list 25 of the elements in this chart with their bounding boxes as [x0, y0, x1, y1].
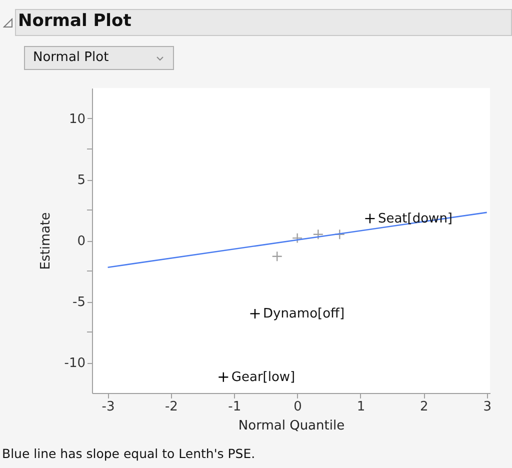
x-tick-label: 1	[356, 400, 366, 414]
x-axis-title: Normal Quantile	[238, 418, 345, 434]
annotation: Seat[down]	[378, 212, 453, 227]
point	[292, 232, 303, 244]
chart-subtitle: Normal Plot	[33, 50, 109, 65]
x-tick-label: 0	[294, 400, 302, 414]
point	[250, 308, 260, 320]
text: Blue line has slope equal to Lenth's PSE.	[2, 446, 256, 461]
point	[218, 372, 229, 382]
x-tick-label: 3	[483, 400, 492, 414]
y-tick-label: -10	[64, 356, 86, 371]
annotation: Gear[low]	[231, 370, 296, 386]
y-tick-label: 10	[68, 112, 86, 127]
x-tick-label: -3	[102, 400, 115, 414]
y-tick-label: -5	[72, 295, 86, 310]
x-tick-label: 2	[420, 400, 428, 414]
point	[272, 251, 282, 262]
annotation: Dynamo[off]	[262, 306, 345, 322]
y-tick-label: 0	[77, 234, 86, 249]
x-tick-label: -2	[164, 400, 178, 414]
chart-title: Normal Plot	[18, 11, 132, 31]
y-tick-label: 5	[77, 173, 86, 188]
x-tick-label: -1	[228, 400, 242, 414]
point	[312, 229, 324, 240]
point	[364, 213, 376, 224]
